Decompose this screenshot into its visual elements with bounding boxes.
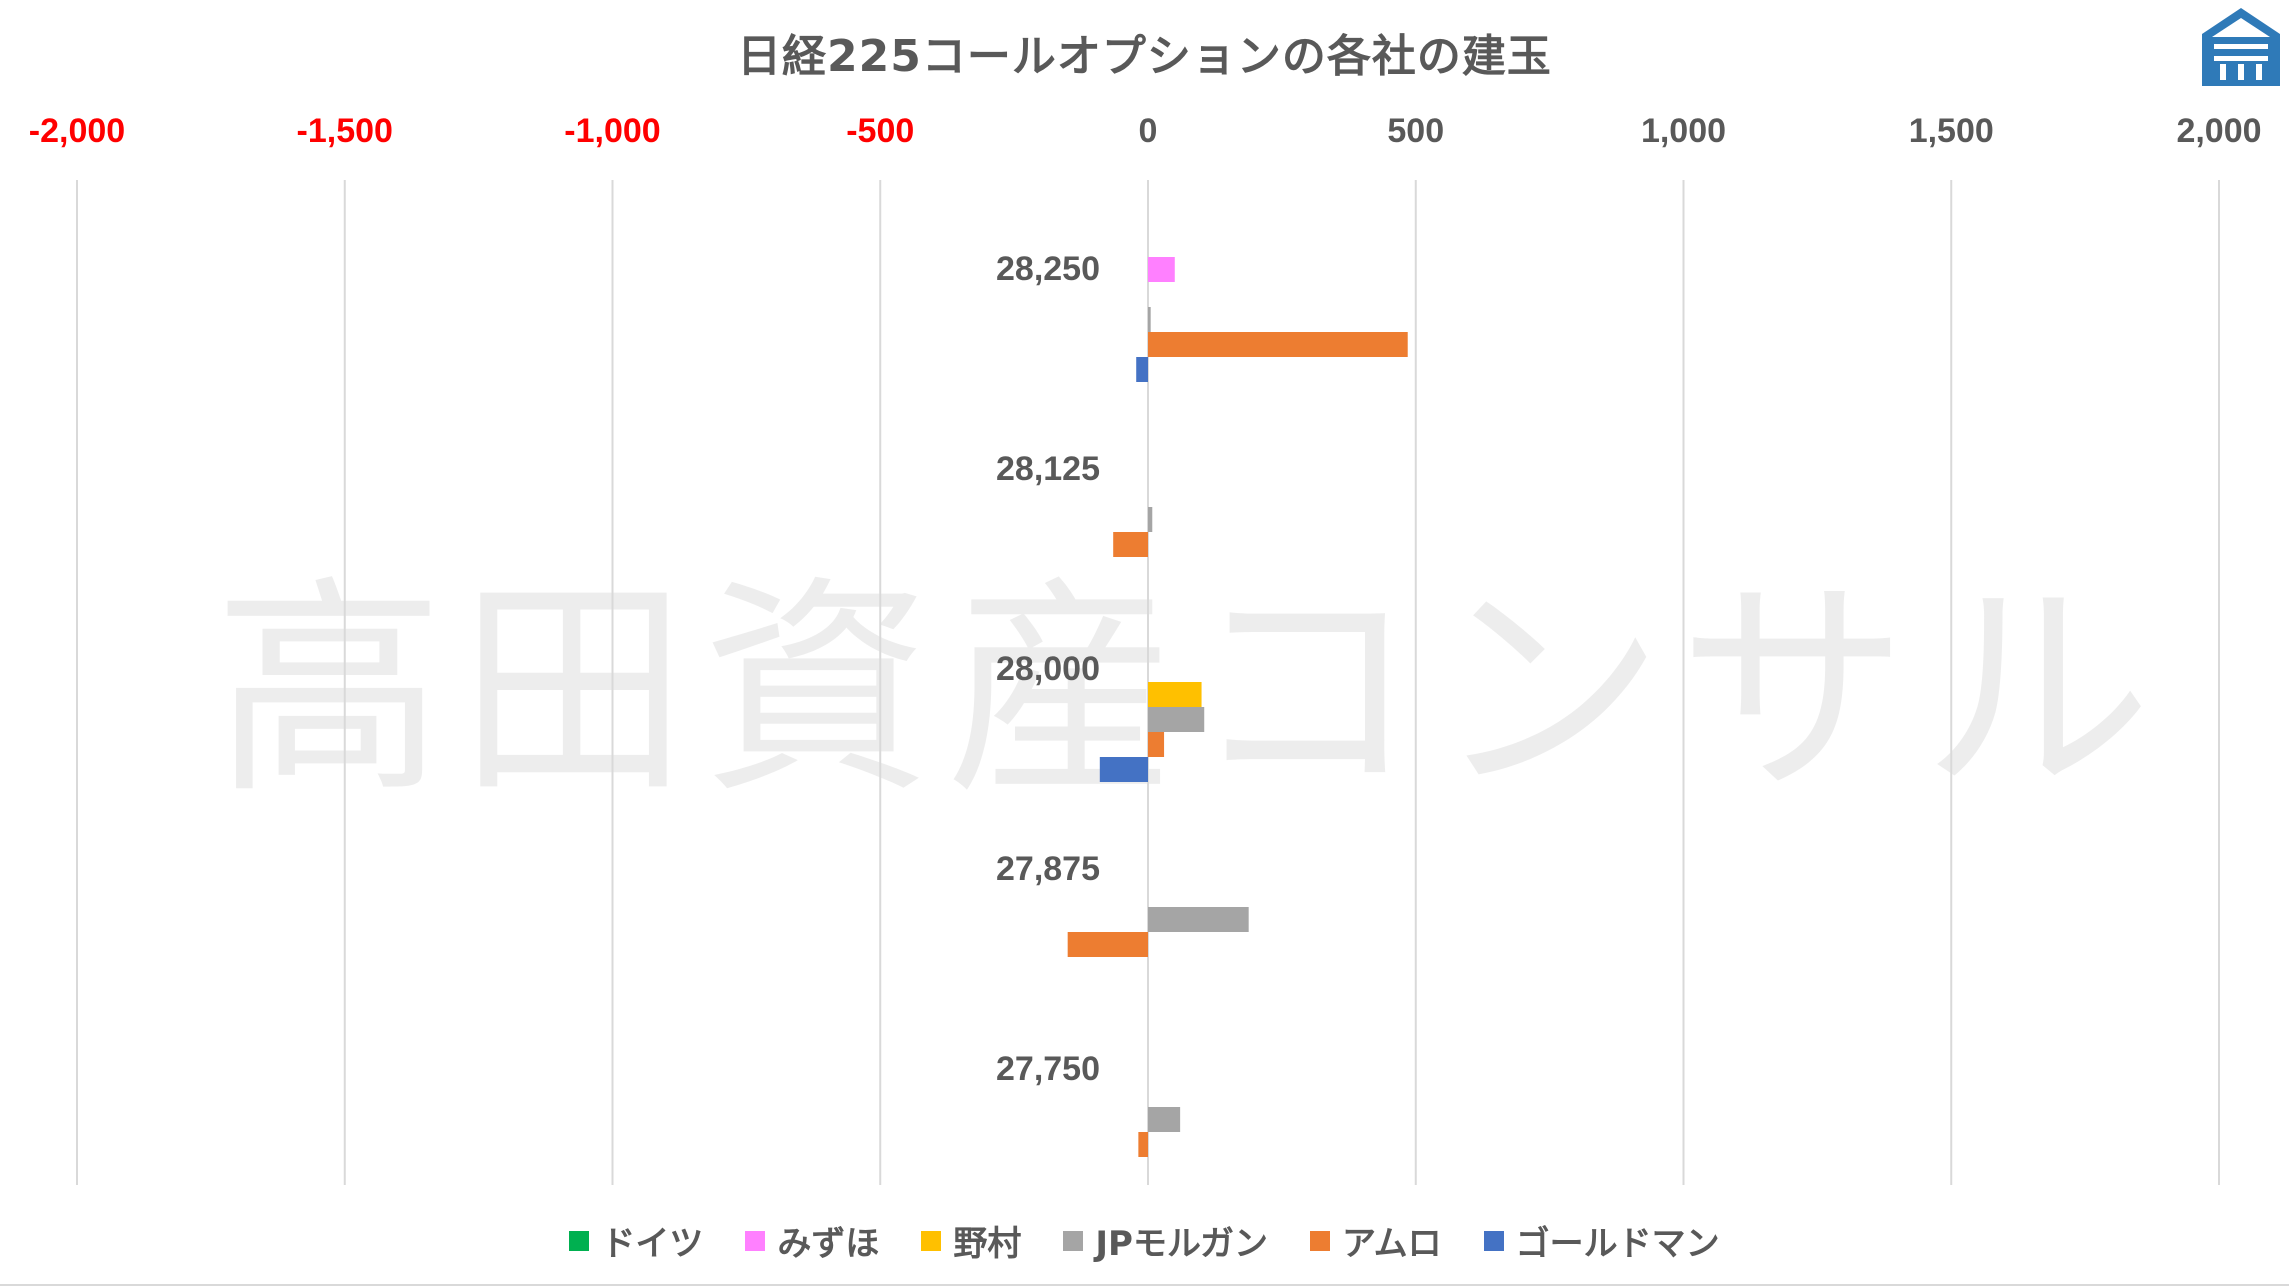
legend-label: アムロ	[1341, 1224, 1442, 1264]
legend-label: JPモルガン	[1095, 1224, 1268, 1264]
x-tick-label: 2,000	[2176, 112, 2261, 150]
category-label: 27,750	[996, 1050, 1100, 1088]
house-shield-logo-icon	[2198, 4, 2284, 90]
bar	[1148, 907, 1249, 932]
bar	[1148, 257, 1175, 282]
legend-swatch	[745, 1230, 766, 1251]
legend-label: ゴールドマン	[1515, 1224, 1720, 1264]
bar	[1099, 757, 1148, 782]
legend: ドイツ みずほ 野村 JPモルガン アムロ ゴールドマン	[0, 1216, 2289, 1265]
legend-item: ゴールドマン	[1483, 1216, 1720, 1265]
category-label: 27,875	[996, 850, 1100, 888]
x-tick-label: -2,000	[29, 112, 125, 150]
legend-swatch	[1309, 1230, 1330, 1251]
category-label: 28,000	[996, 650, 1100, 688]
legend-label: みずほ	[777, 1224, 880, 1264]
x-tick-label: 500	[1387, 112, 1444, 150]
bar	[1148, 732, 1165, 757]
bars	[1067, 257, 1408, 1157]
legend-swatch	[1483, 1230, 1504, 1251]
bar	[1148, 1107, 1181, 1132]
bar	[1148, 507, 1153, 532]
x-axis-tick-labels: -2,000 -1,500 -1,000 -500 0 500 1,000 1,500 2,00…	[29, 112, 2262, 150]
chart-title: 日経225コールオプションの各社の建玉	[737, 31, 1552, 82]
legend-swatch	[569, 1230, 590, 1251]
bar	[1113, 532, 1148, 557]
x-tick-label: 0	[1139, 112, 1158, 150]
legend-item: アムロ	[1309, 1216, 1442, 1265]
legend-label: 野村	[953, 1224, 1022, 1264]
x-tick-label: -1,000	[564, 112, 660, 150]
legend-swatch	[921, 1230, 942, 1251]
x-tick-label: 1,000	[1641, 112, 1726, 150]
grid-lines	[76, 180, 2220, 1185]
bar	[1138, 1132, 1148, 1157]
bar	[1148, 332, 1408, 357]
bar	[1148, 707, 1205, 732]
legend-item: 野村	[921, 1216, 1021, 1265]
bottom-divider	[0, 1284, 2289, 1286]
legend-label: ドイツ	[601, 1224, 704, 1264]
legend-item: JPモルガン	[1063, 1216, 1268, 1265]
x-tick-label: -500	[846, 112, 914, 150]
x-tick-label: -1,500	[297, 112, 393, 150]
legend-item: みずほ	[745, 1216, 879, 1265]
category-label: 28,250	[996, 250, 1100, 288]
bar	[1148, 307, 1151, 332]
legend-item: ドイツ	[569, 1216, 703, 1265]
bar	[1148, 682, 1202, 707]
bar	[1067, 932, 1148, 957]
category-labels: 28,250 28,125 28,000 27,875 27,750	[996, 250, 1100, 1088]
legend-swatch	[1063, 1230, 1084, 1251]
x-tick-label: 1,500	[1909, 112, 1994, 150]
bar	[1136, 357, 1148, 382]
category-label: 28,125	[996, 450, 1100, 488]
